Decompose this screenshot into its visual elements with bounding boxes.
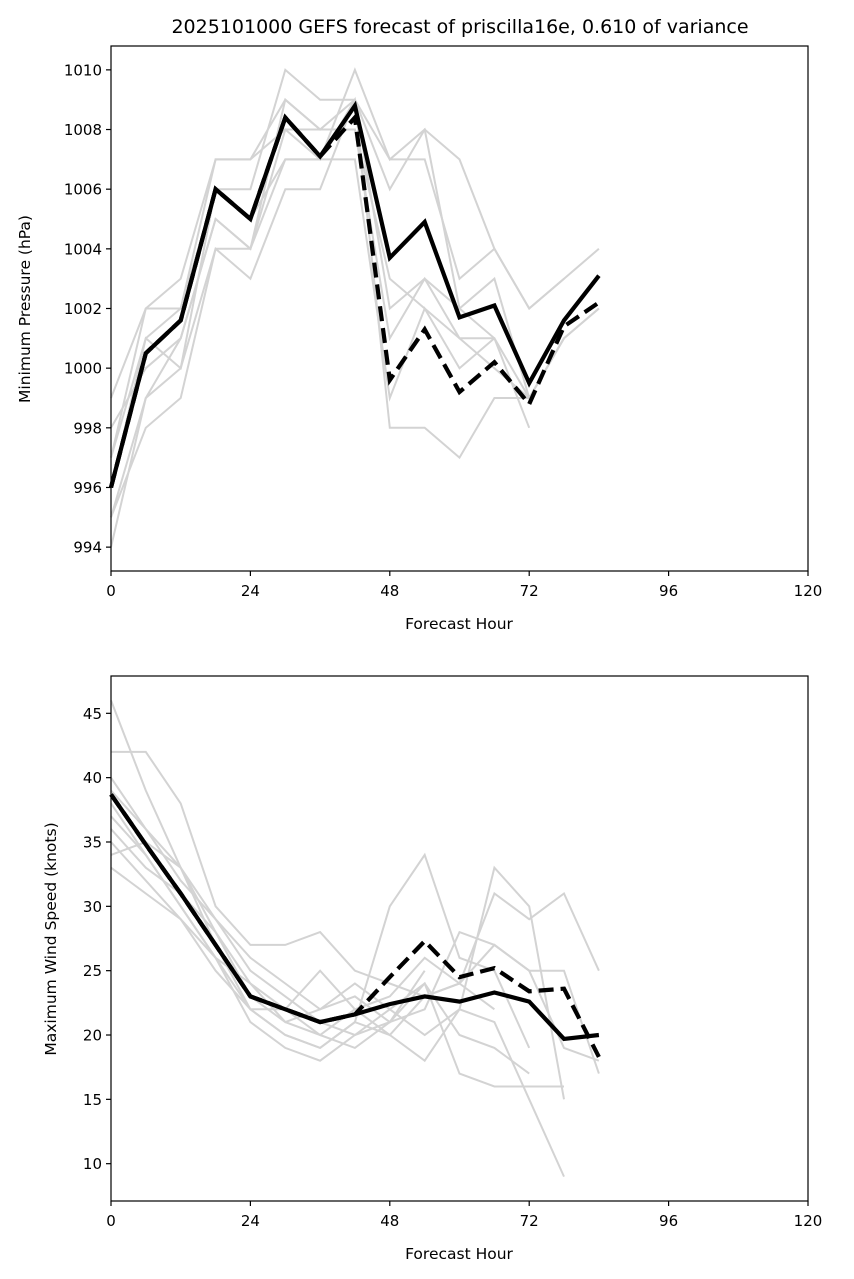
wind-member-line-5	[110, 840, 564, 1088]
wind-ytick-label: 45	[83, 705, 102, 723]
pressure-member-line-7	[110, 128, 600, 400]
wind-ylabel: Maximum Wind Speed (knots)	[42, 822, 60, 1055]
pressure-member-line-8	[110, 158, 496, 518]
wind-xtick-label: 72	[520, 1212, 539, 1230]
wind-ytick-label: 20	[83, 1027, 102, 1045]
wind-member-lines	[110, 700, 600, 1178]
wind-member-line-9	[110, 841, 495, 1011]
wind-member-line-3	[110, 777, 565, 1178]
pressure-reconstruction-line	[108, 112, 601, 489]
pressure-ytick-label: 1002	[64, 300, 102, 318]
wind-axes: 0 24 48 72 96 120 10 15 20 25 30 35 40 45	[83, 675, 823, 1230]
wind-xtick-label: 96	[659, 1212, 678, 1230]
pressure-xtick-label: 96	[659, 582, 678, 600]
wind-ytick-label: 35	[83, 833, 102, 851]
pressure-xtick-label: 72	[520, 582, 539, 600]
pressure-member-line-1	[110, 98, 565, 488]
wind-member-line-8	[110, 815, 530, 1075]
pressure-ytick-label: 1006	[64, 181, 102, 199]
wind-ytick-label: 25	[83, 962, 102, 980]
wind-member-line-10	[110, 789, 426, 1024]
pressure-ytick-label: 994	[73, 539, 102, 557]
wind-xtick-label: 48	[380, 1212, 399, 1230]
wind-ytick-label: 15	[83, 1091, 102, 1109]
wind-ytick-label: 40	[83, 769, 102, 787]
pressure-xtick-label: 0	[106, 582, 116, 600]
pressure-xtick-label: 48	[380, 582, 399, 600]
wind-xlabel: Forecast Hour	[405, 1245, 513, 1263]
wind-member-line-1	[110, 700, 531, 1050]
wind-xtick-label: 120	[794, 1212, 823, 1230]
pressure-ytick-label: 1004	[64, 240, 102, 258]
wind-axes-frame	[110, 675, 809, 1202]
wind-ytick-label: 10	[83, 1155, 102, 1173]
chart-title: 2025101000 GEFS forecast of priscilla16e…	[171, 16, 748, 38]
pressure-xtick-label: 24	[241, 582, 260, 600]
wind-xtick-label: 0	[106, 1212, 116, 1230]
wind-xtick-label: 24	[241, 1212, 260, 1230]
wind-series-lines	[109, 793, 601, 1058]
pressure-xlabel: Forecast Hour	[405, 615, 513, 633]
pressure-series-lines	[108, 100, 601, 489]
pressure-member-line-6	[110, 99, 530, 460]
pressure-panel: 0 24 48 72 96 120 994 996 998 1000 1002 1004 1006 100…	[16, 45, 823, 633]
pressure-ytick-label: 1010	[64, 61, 102, 79]
wind-panel: 0 24 48 72 96 120 10 15 20 25 30 35 40 45 Forecast Ho…	[42, 675, 823, 1263]
pressure-ytick-label: 1008	[64, 121, 102, 139]
wind-ytick-label: 30	[83, 898, 102, 916]
wind-member-line-4	[110, 802, 600, 1074]
pressure-axes: 0 24 48 72 96 120 994 996 998 1000 1002 1004 1006 100…	[64, 45, 823, 600]
pressure-ytick-label: 996	[73, 479, 102, 497]
pressure-member-line-5	[110, 97, 600, 548]
pressure-xtick-label: 120	[794, 582, 823, 600]
wind-reconstruction-line	[109, 793, 601, 1058]
wind-member-line-2	[111, 750, 600, 998]
pressure-ytick-label: 1000	[64, 360, 102, 378]
wind-member-line-7	[110, 865, 565, 1100]
pressure-ytick-label: 998	[73, 419, 102, 437]
wind-member-line-6	[110, 828, 600, 1062]
pressure-member-line-3	[110, 67, 565, 429]
pressure-ylabel: Minimum Pressure (hPa)	[16, 215, 34, 403]
